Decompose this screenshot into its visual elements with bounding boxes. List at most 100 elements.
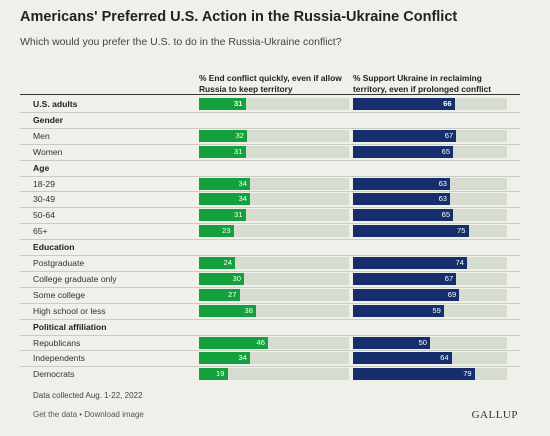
end-conflict-bar: 32 bbox=[199, 129, 247, 142]
get-data-link[interactable]: Get the data bbox=[33, 410, 78, 419]
end-conflict-track: 46 bbox=[199, 336, 349, 349]
value-label: 31 bbox=[234, 99, 243, 108]
page-subtitle: Which would you prefer the U.S. to do in… bbox=[20, 36, 342, 48]
support-ukraine-track: 59 bbox=[353, 304, 507, 317]
end-conflict-track: 34 bbox=[199, 193, 349, 206]
support-ukraine-track: 74 bbox=[353, 257, 507, 269]
value-label: 31 bbox=[234, 146, 243, 156]
row-label: 30-49 bbox=[33, 194, 55, 205]
row-label: Postgraduate bbox=[33, 258, 85, 268]
row-separator bbox=[20, 143, 520, 145]
row-separator bbox=[20, 270, 520, 272]
end-conflict-bar: 31 bbox=[199, 145, 246, 158]
row-label: Independents bbox=[33, 353, 86, 364]
value-label: 63 bbox=[438, 194, 448, 204]
value-label: 64 bbox=[440, 353, 449, 363]
row-label: Women bbox=[33, 146, 63, 157]
column-header-end-conflict: % End conflict quickly, even if allow Ru… bbox=[199, 73, 342, 94]
value-label: 50 bbox=[418, 337, 427, 347]
value-label: 24 bbox=[223, 258, 232, 267]
row-separator bbox=[20, 159, 520, 161]
support-ukraine-bar: 66 bbox=[353, 98, 455, 110]
row-label: 50-64 bbox=[33, 210, 55, 221]
group-heading: Political affiliation bbox=[33, 321, 107, 332]
end-conflict-track: 32 bbox=[199, 129, 349, 142]
support-ukraine-track: 65 bbox=[353, 209, 507, 222]
support-ukraine-track: 66 bbox=[353, 98, 507, 110]
value-label: 69 bbox=[447, 289, 457, 299]
support-ukraine-track: 67 bbox=[353, 272, 507, 285]
value-label: 75 bbox=[457, 226, 466, 236]
end-conflict-bar: 46 bbox=[199, 336, 268, 349]
row-label: Men bbox=[33, 130, 50, 141]
group-heading: Gender bbox=[33, 114, 64, 125]
row-separator bbox=[20, 191, 520, 193]
support-ukraine-bar: 63 bbox=[353, 177, 451, 190]
support-ukraine-bar: 50 bbox=[353, 336, 430, 349]
value-label: 38 bbox=[244, 305, 253, 315]
link-separator: • bbox=[77, 410, 85, 419]
end-conflict-track: 24 bbox=[199, 257, 349, 269]
row-label: Some college bbox=[33, 289, 86, 300]
end-conflict-track: 38 bbox=[199, 304, 349, 317]
support-ukraine-track: 69 bbox=[353, 288, 507, 301]
end-conflict-track: 30 bbox=[199, 272, 349, 285]
end-conflict-bar: 34 bbox=[199, 352, 250, 365]
value-label: 34 bbox=[238, 178, 247, 188]
end-conflict-bar: 38 bbox=[199, 304, 256, 317]
support-ukraine-track: 50 bbox=[353, 336, 507, 349]
end-conflict-bar: 19 bbox=[199, 368, 228, 381]
row-separator bbox=[20, 318, 520, 320]
support-ukraine-track: 67 bbox=[353, 129, 507, 142]
value-label: 59 bbox=[432, 305, 441, 315]
support-ukraine-bar: 65 bbox=[353, 145, 454, 158]
row-separator bbox=[20, 334, 520, 336]
end-conflict-track: 23 bbox=[199, 225, 349, 238]
end-conflict-bar: 34 bbox=[199, 193, 250, 206]
support-ukraine-bar: 67 bbox=[353, 272, 457, 285]
row-label: U.S. adults bbox=[33, 99, 78, 109]
end-conflict-track: 34 bbox=[199, 177, 349, 190]
support-ukraine-track: 63 bbox=[353, 177, 507, 190]
value-label: 31 bbox=[234, 210, 243, 220]
support-ukraine-bar: 69 bbox=[353, 288, 460, 301]
support-ukraine-bar: 63 bbox=[353, 193, 451, 206]
row-separator bbox=[20, 302, 520, 304]
support-ukraine-track: 63 bbox=[353, 193, 507, 206]
row-separator bbox=[20, 127, 520, 129]
value-label: 34 bbox=[238, 194, 247, 204]
support-ukraine-track: 65 bbox=[353, 145, 507, 158]
row-separator bbox=[20, 350, 520, 352]
value-label: 32 bbox=[235, 130, 244, 140]
value-label: 19 bbox=[216, 369, 225, 379]
support-ukraine-track: 64 bbox=[353, 352, 507, 365]
row-label: 18-29 bbox=[33, 178, 55, 189]
download-image-link[interactable]: Download image bbox=[84, 410, 144, 419]
row-label: Republicans bbox=[33, 337, 81, 348]
support-ukraine-bar: 79 bbox=[353, 368, 475, 381]
value-label: 74 bbox=[455, 258, 464, 267]
value-label: 67 bbox=[444, 130, 454, 140]
value-label: 63 bbox=[438, 178, 448, 188]
end-conflict-bar: 31 bbox=[199, 98, 246, 110]
group-heading: Age bbox=[33, 162, 50, 173]
value-label: 30 bbox=[232, 273, 241, 283]
value-label: 79 bbox=[463, 369, 472, 379]
header-divider bbox=[20, 94, 520, 95]
support-ukraine-track: 75 bbox=[353, 225, 507, 238]
value-label: 65 bbox=[441, 146, 451, 156]
support-ukraine-track: 79 bbox=[353, 368, 507, 381]
end-conflict-track: 34 bbox=[199, 352, 349, 365]
row-separator bbox=[20, 366, 520, 368]
support-ukraine-bar: 64 bbox=[353, 352, 452, 365]
support-ukraine-bar: 74 bbox=[353, 257, 467, 269]
row-label: 65+ bbox=[33, 226, 48, 237]
value-label: 65 bbox=[441, 210, 451, 220]
value-label: 34 bbox=[238, 353, 247, 363]
end-conflict-track: 19 bbox=[199, 368, 349, 381]
end-conflict-track: 27 bbox=[199, 288, 349, 301]
end-conflict-bar: 30 bbox=[199, 272, 244, 285]
row-label: High school or less bbox=[33, 305, 106, 316]
value-label: 67 bbox=[444, 273, 454, 283]
